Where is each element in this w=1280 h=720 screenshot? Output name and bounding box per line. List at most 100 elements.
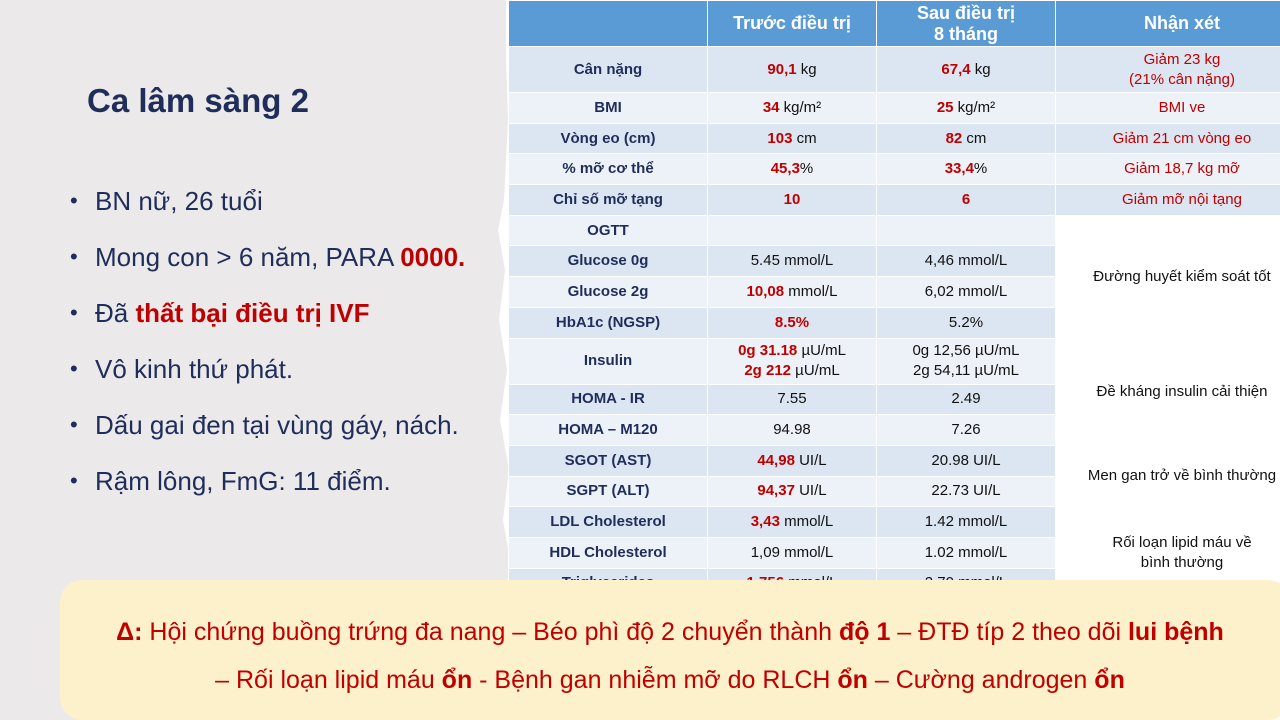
text-run: µU/mL <box>797 342 846 359</box>
text-run: ổn <box>1094 666 1125 694</box>
text-run: Đã <box>95 298 136 328</box>
text-run: UI/L <box>794 451 827 469</box>
text-line: 1.42 mmol/L <box>881 512 1051 532</box>
table-row: HOMA - IR 7.55 2.49 <box>508 383 1280 416</box>
after-cell: 1.42 mmol/L <box>876 506 1056 538</box>
text-line: 4,46 mmol/L <box>881 251 1051 271</box>
text-line: 10,08 mmol/L <box>712 282 872 302</box>
text-run: Giảm 23 kg <box>1143 50 1221 68</box>
header-row: Trước điều trị Sau điều trị 8 tháng Nhận xé… <box>508 0 1280 47</box>
after-cell: 4,46 mmol/L <box>876 245 1056 278</box>
text-run: µU/mL <box>791 362 840 379</box>
text-run: % <box>973 160 988 178</box>
before-cell: 1,09 mmol/L <box>707 536 877 569</box>
comment-cell: Giảm 21 cm vòng eo <box>1055 122 1280 155</box>
row-label: SGOT (AST) <box>508 444 708 477</box>
text-line: 94.98 <box>712 420 872 440</box>
before-cell: 45,3% <box>707 153 877 186</box>
before-cell: 5.45 mmol/L <box>707 245 877 278</box>
text-line: 20.98 UI/L <box>881 451 1051 471</box>
text-run: ổn <box>837 666 868 694</box>
text-run: (21% cân nặng) <box>1129 70 1235 88</box>
table-row: LDL Cholesterol 3,43 mmol/L 1.42 mmol/L Rối… <box>508 506 1280 600</box>
text-line: BMI ve <box>1060 98 1280 118</box>
text-run: cm <box>962 129 987 147</box>
after-cell <box>876 214 1056 247</box>
after-cell: 6,02 mmol/L <box>876 276 1056 308</box>
text-run: kg/m² <box>779 98 822 116</box>
before-cell: 8.5% <box>707 306 877 339</box>
results-table: Trước điều trị Sau điều trị 8 tháng Nhận xé… <box>508 0 1280 600</box>
after-cell: 0g 12,56 µU/mL 2g 54,11 µU/mL <box>876 337 1056 385</box>
text-run: BN nữ, 26 tuổi <box>95 186 263 216</box>
text-run: Đường huyết kiểm soát tốt <box>1093 267 1271 285</box>
row-label: HOMA – M120 <box>508 414 708 446</box>
text-line: 94,37 UI/L <box>712 481 872 501</box>
before-cell: 94.98 <box>707 414 877 446</box>
text-line: 10 <box>712 190 872 210</box>
conclusion-box <box>60 580 1280 720</box>
comment-cell: Men gan trở về bình thường <box>1055 444 1280 508</box>
text-line: 67,4 kg <box>881 60 1051 80</box>
text-run: 20.98 UI/L <box>931 451 1001 469</box>
comment-cell: Giảm 23 kg (21% cân nặng) <box>1055 46 1280 93</box>
table-row: Glucose 2g 10,08 mmol/L 6,02 mmol/L <box>508 276 1280 308</box>
text-run: – Cường androgen <box>867 666 1095 694</box>
text-run: cm <box>792 129 817 147</box>
text-run: Giảm mỡ nội tạng <box>1122 190 1242 208</box>
text-line: 7.55 <box>712 389 872 409</box>
text-line: Đề kháng insulin cải thiện <box>1060 382 1280 402</box>
text-run: lui bệnh <box>1127 618 1224 646</box>
table-row: BMI 34 kg/m² 25 kg/m² BMI ve <box>508 92 1280 124</box>
text-line: 103 cm <box>712 129 872 149</box>
text-run: 1.42 mmol/L <box>924 513 1008 531</box>
table-row: Insulin 0g 31.18 µU/mL 2g 212 µU/mL 0g 12,5… <box>508 337 1280 446</box>
text-line: 25 kg/m² <box>881 98 1051 118</box>
comment-cell: BMI ve <box>1055 92 1280 124</box>
after-cell: 82 cm <box>876 122 1056 155</box>
text-run: kg/m² <box>953 98 996 116</box>
header-line: Nhận xét <box>1143 13 1221 33</box>
row-label: Cân nặng <box>508 46 708 93</box>
text-run: Men gan trở về bình thường <box>1087 467 1277 485</box>
text-line: Giảm 18,7 kg mỡ <box>1060 159 1280 179</box>
text-line: 2g 54,11 µU/mL <box>881 361 1051 381</box>
text-line: 2.49 <box>881 389 1051 409</box>
text-run: 7.26 <box>951 421 981 439</box>
table-row: SGPT (ALT) 94,37 UI/L 22.73 UI/L <box>508 475 1280 508</box>
table-row: Chỉ số mỡ tạng 10 6 Giảm mỡ nội tạng <box>508 184 1280 216</box>
text-run: 10,08 <box>746 282 785 300</box>
after-cell: 25 kg/m² <box>876 92 1056 124</box>
text-line: bình thường <box>1060 553 1280 573</box>
text-run: 10 <box>783 190 801 208</box>
header-line: Trước điều trị <box>733 13 851 33</box>
text-line: Rối loạn lipid máu về <box>1060 533 1280 553</box>
text-run: 2g 54,11 µU/mL <box>913 362 1019 379</box>
after-cell: 22.73 UI/L <box>876 475 1056 508</box>
text-run: 0g 12,56 µU/mL <box>912 342 1020 359</box>
text-line: Giảm mỡ nội tạng <box>1060 190 1280 210</box>
text-run: 1,09 mmol/L <box>750 543 834 561</box>
text-line: Δ: Hội chứng buồng trứng đa nang – Béo p… <box>60 608 1280 656</box>
conclusion: Δ: Hội chứng buồng trứng đa nang – Béo p… <box>60 608 1280 704</box>
text-run: 0000. <box>400 242 466 272</box>
table-row: HDL Cholesterol 1,09 mmol/L 1.02 mmol/L <box>508 536 1280 569</box>
text-run: 8.5% <box>774 313 810 331</box>
text-line: – Rối loạn lipid máu ổn - Bệnh gan nhiễm… <box>60 656 1280 704</box>
text-run: UI/L <box>794 482 827 500</box>
row-label: HDL Cholesterol <box>508 536 708 569</box>
before-cell: 94,37 UI/L <box>707 475 877 508</box>
text-run: 6 <box>961 190 971 208</box>
bullet: Mong con > 6 năm, PARA 0000. <box>70 238 465 294</box>
text-line: Giảm 23 kg <box>1060 50 1280 70</box>
text-line: 90,1 kg <box>712 60 872 80</box>
text-run: thất bại điều trị IVF <box>135 298 370 328</box>
text-run: Dấu gai đen tại vùng gáy, nách. <box>95 410 459 440</box>
text-run: 94,37 <box>757 482 795 500</box>
row-label: Glucose 2g <box>508 276 708 308</box>
row-label: Chỉ số mỡ tạng <box>508 184 708 216</box>
text-run: 2.49 <box>951 390 981 408</box>
text-run: 5.2% <box>948 313 984 331</box>
bullet: Vô kinh thứ phát. <box>70 350 465 406</box>
